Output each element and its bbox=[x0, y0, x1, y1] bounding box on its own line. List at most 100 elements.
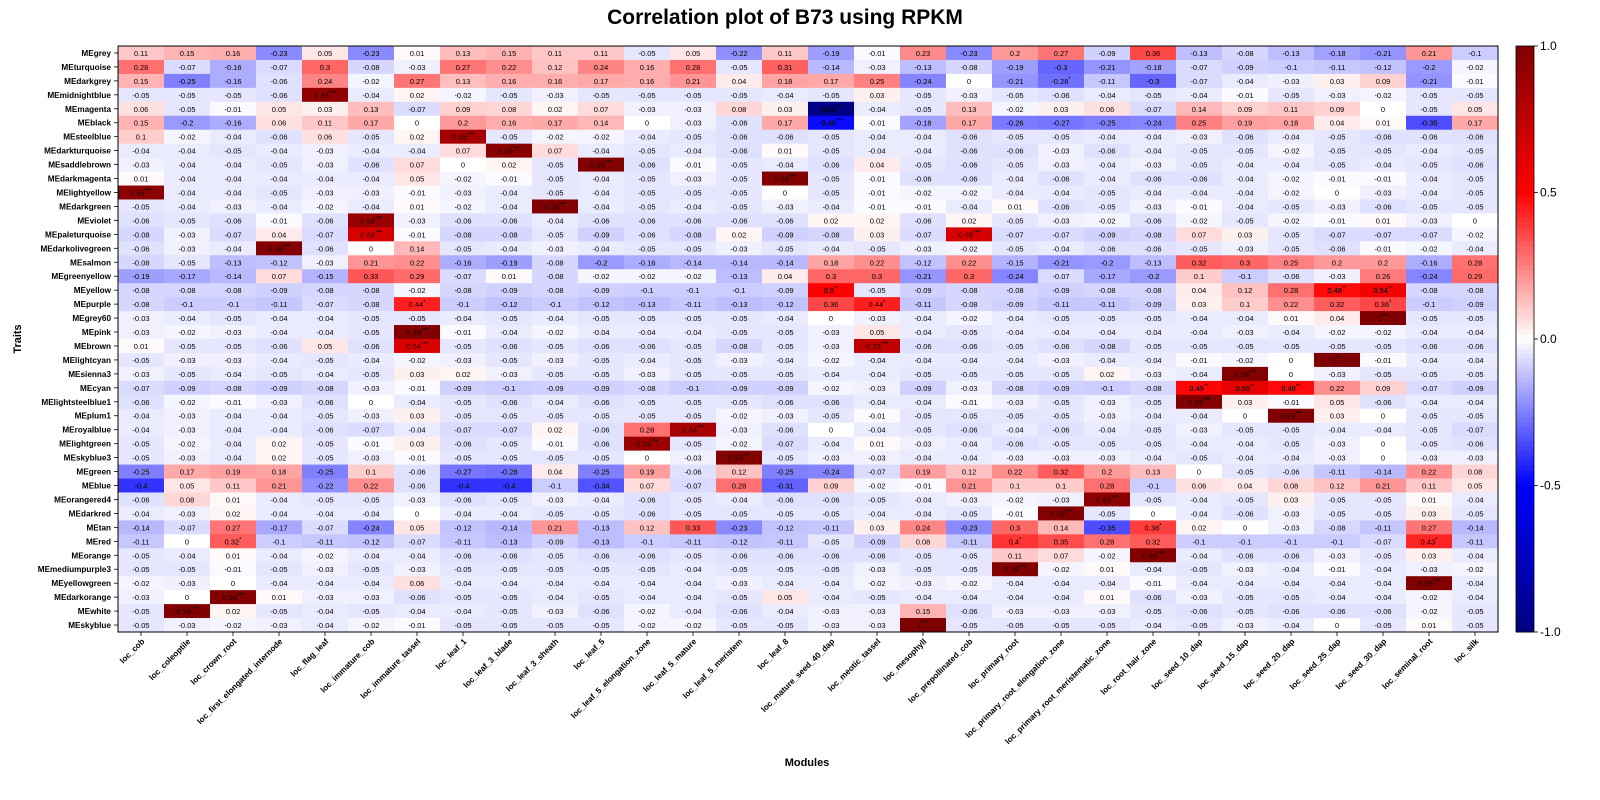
heatmap-cell bbox=[302, 87, 349, 103]
cell-value-label: -0.05 bbox=[684, 189, 701, 198]
cell-value-label: -0.25 bbox=[776, 468, 793, 477]
cell-value-label: -0.04 bbox=[960, 440, 977, 449]
colorbar-segment bbox=[1516, 475, 1534, 482]
cell-value-label: 0.21 bbox=[272, 482, 287, 491]
heatmap-cell bbox=[486, 87, 533, 103]
cell-value-label: -0.05 bbox=[500, 356, 517, 365]
cell-value-label: -0.06 bbox=[592, 607, 609, 616]
cell-value-label: -0.05 bbox=[316, 356, 333, 365]
cell-value-label: -0.05 bbox=[730, 593, 747, 602]
cell-value-label: 0.03 bbox=[1422, 551, 1437, 560]
cell-value-label: -0.04 bbox=[270, 495, 287, 504]
cell-value-label: -0.04 bbox=[270, 579, 287, 588]
cell-value-label: -0.05 bbox=[638, 202, 655, 211]
cell-value-label: -0.08 bbox=[1328, 523, 1345, 532]
cell-value-label: -0.05 bbox=[1006, 161, 1023, 170]
colorbar-segment bbox=[1516, 55, 1534, 62]
heatmap-cell bbox=[1360, 339, 1407, 354]
heatmap-cell bbox=[762, 590, 809, 605]
heatmap-cell bbox=[946, 408, 993, 424]
cell-value-label: -0.24 bbox=[914, 77, 931, 86]
heatmap-cell bbox=[302, 241, 349, 256]
heatmap-cell bbox=[486, 478, 533, 493]
heatmap-cell bbox=[164, 297, 211, 312]
cell-value-label: -0.05 bbox=[960, 370, 977, 379]
cell-value-label: -0.16 bbox=[638, 258, 655, 267]
cell-value-label: 0.01 bbox=[134, 342, 149, 351]
heatmap-cell bbox=[1360, 492, 1407, 507]
heatmap-cell bbox=[1406, 562, 1453, 577]
cell-value-label: -0.05 bbox=[224, 147, 241, 156]
cell-value-label: -0.12 bbox=[730, 537, 747, 546]
heatmap-cell bbox=[670, 59, 717, 75]
cell-value-label: 0.01 bbox=[1100, 565, 1115, 574]
cell-value-label: 0.43* bbox=[1421, 537, 1439, 546]
cell-value-label: -0.06 bbox=[592, 440, 609, 449]
column-label: loc_seed_30_dap bbox=[1334, 637, 1388, 691]
cell-value-label: 0.17 bbox=[548, 119, 563, 128]
cell-value-label: -0.08 bbox=[1236, 49, 1253, 58]
heatmap-cell bbox=[624, 185, 671, 200]
heatmap-cell bbox=[670, 185, 717, 200]
heatmap-cell bbox=[1314, 590, 1361, 605]
cell-value-label: -0.05 bbox=[454, 565, 471, 574]
heatmap-cell bbox=[1038, 380, 1085, 396]
heatmap-cell bbox=[1084, 171, 1131, 186]
heatmap-cell bbox=[1314, 73, 1361, 89]
cell-value-label: -0.04 bbox=[1236, 77, 1253, 86]
heatmap-cell bbox=[210, 562, 257, 577]
heatmap-cell bbox=[578, 352, 625, 368]
cell-value-label: -0.05 bbox=[1282, 342, 1299, 351]
heatmap-cell bbox=[394, 157, 441, 172]
column-label: loc_primary_root bbox=[967, 637, 1021, 691]
heatmap-cell bbox=[578, 59, 625, 75]
heatmap-cell bbox=[1222, 506, 1269, 521]
heatmap-cell bbox=[578, 157, 625, 172]
cell-value-label: -0.06 bbox=[1466, 133, 1483, 142]
colorbar-segment bbox=[1516, 422, 1534, 428]
heatmap-cell bbox=[1222, 255, 1269, 270]
cell-value-label: 0.96*** bbox=[498, 147, 520, 156]
heatmap-cell bbox=[670, 325, 717, 340]
cell-value-label: -0.08 bbox=[1144, 230, 1161, 239]
cell-value-label: -0.04 bbox=[224, 440, 241, 449]
cell-value-label: -0.05 bbox=[592, 91, 609, 100]
heatmap-cell bbox=[1038, 325, 1085, 340]
cell-value-label: 0.02 bbox=[824, 216, 839, 225]
heatmap-cell bbox=[578, 394, 625, 410]
column-label: loc_seminal_root bbox=[1380, 637, 1434, 691]
heatmap-cell bbox=[624, 408, 671, 424]
colorbar-segment bbox=[1516, 119, 1534, 125]
cell-value-label: 0.28 bbox=[1100, 482, 1115, 491]
cell-value-label: -0.35 bbox=[1098, 523, 1115, 532]
cell-value-label: -0.06 bbox=[592, 551, 609, 560]
heatmap-cell bbox=[854, 199, 901, 214]
cell-value-label: -0.04 bbox=[1466, 495, 1483, 504]
cell-value-label: 0.11 bbox=[134, 49, 148, 58]
heatmap-cell bbox=[1130, 73, 1177, 89]
column-label: loc_meotic_tassel bbox=[826, 637, 882, 693]
heatmap-cell bbox=[1176, 464, 1223, 479]
cell-value-label: -0.04 bbox=[592, 147, 609, 156]
heatmap-cell bbox=[1268, 520, 1315, 535]
heatmap-cell bbox=[302, 436, 349, 452]
heatmap-cell bbox=[486, 101, 533, 117]
cell-value-label: -0.06 bbox=[1190, 607, 1207, 616]
cell-value-label: -0.04 bbox=[1420, 356, 1437, 365]
heatmap-cell bbox=[1222, 436, 1269, 452]
cell-value-label: -0.05 bbox=[1052, 412, 1069, 421]
heatmap-cell bbox=[1130, 101, 1177, 117]
heatmap-cell bbox=[440, 325, 487, 340]
heatmap-cell bbox=[1222, 422, 1269, 438]
heatmap-cell bbox=[716, 297, 763, 312]
heatmap-cell bbox=[1084, 227, 1131, 242]
cell-value-label: 0.01 bbox=[1376, 216, 1391, 225]
heatmap-cell bbox=[1268, 380, 1315, 396]
cell-value-label: -0.02 bbox=[1466, 63, 1483, 72]
cell-value-label: -0.05 bbox=[500, 593, 517, 602]
heatmap-cell bbox=[1314, 520, 1361, 535]
cell-value-label: -0.14 bbox=[776, 258, 793, 267]
cell-value-label: -0.04 bbox=[1328, 579, 1345, 588]
heatmap-cell bbox=[394, 241, 441, 256]
cell-value-label: -0.06 bbox=[500, 551, 517, 560]
